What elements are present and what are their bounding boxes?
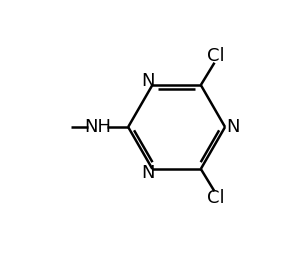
Text: N: N: [141, 72, 154, 90]
Text: Cl: Cl: [207, 188, 225, 207]
Text: NH: NH: [84, 118, 111, 136]
Text: N: N: [141, 164, 154, 182]
Text: N: N: [226, 118, 240, 136]
Text: Cl: Cl: [207, 47, 225, 66]
